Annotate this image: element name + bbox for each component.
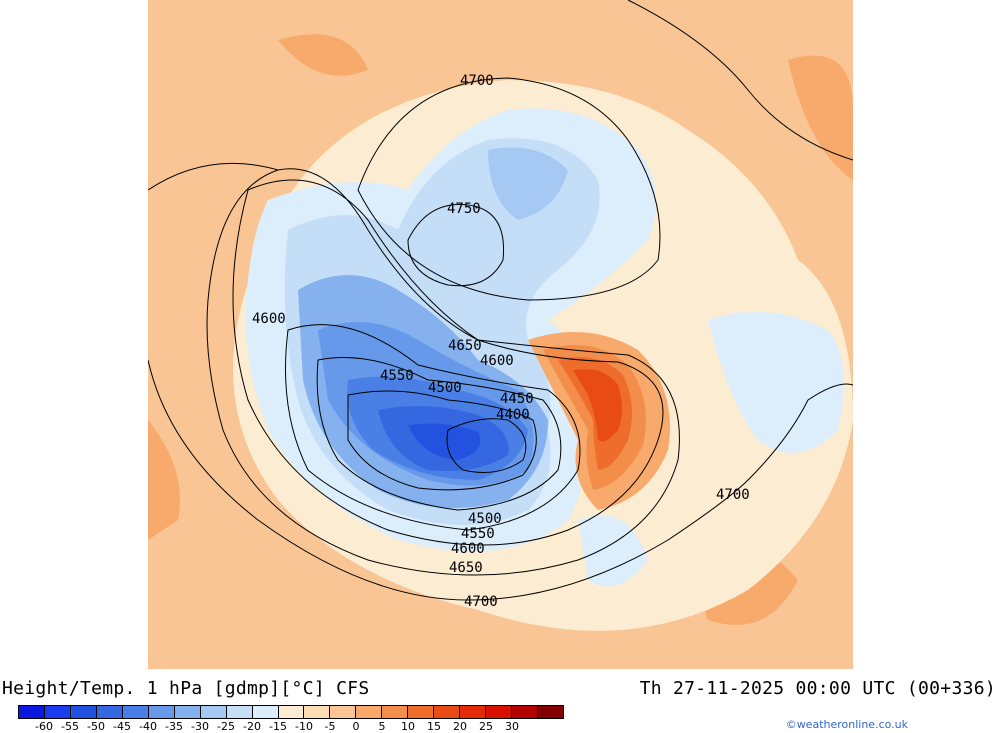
color-scale-tick-label: -40	[139, 720, 157, 733]
color-scale-tick-label: 10	[401, 720, 415, 733]
color-scale-tick-label: 20	[453, 720, 467, 733]
color-scale-tick-label: -25	[217, 720, 235, 733]
contour-label-group: 4700 4750 4600 4650 4600 4550 4500 4450 …	[252, 73, 750, 610]
color-scale-tick-label: 15	[427, 720, 441, 733]
contour-4500	[316, 357, 562, 511]
contour-label: 4750	[447, 201, 481, 217]
color-scale-bar	[18, 705, 564, 719]
contour-4700-outer	[148, 359, 853, 601]
color-swatch	[408, 706, 435, 718]
color-scale-tick-label: -30	[191, 720, 209, 733]
warm-patch	[148, 420, 180, 540]
color-swatch	[122, 706, 149, 718]
height-temperature-map: 4700 4750 4600 4650 4600 4550 4500 4450 …	[148, 0, 853, 669]
color-scale-tick-label: -35	[165, 720, 183, 733]
contour-label: 4500	[468, 511, 502, 527]
color-swatch	[538, 706, 564, 718]
color-scale-tick-label: -5	[324, 720, 336, 733]
contour-4450	[347, 390, 537, 491]
color-swatch	[382, 706, 409, 718]
color-swatch	[486, 706, 513, 718]
color-scale-ticks: -60 -55 -50 -45 -40 -35 -30 -25 -20 -15 -10 -5 0 5 10 1…	[18, 720, 564, 733]
warm-anomaly-core	[573, 369, 622, 442]
color-scale-tick-label: 5	[378, 720, 386, 733]
contour-label: 4600	[451, 541, 485, 557]
contour-label: 4700	[716, 487, 750, 503]
color-swatch	[226, 706, 253, 718]
contour-4600	[232, 179, 664, 546]
contour-label: 4650	[448, 338, 482, 354]
color-scale-tick-label: -55	[61, 720, 79, 733]
map-title: Height/Temp. 1 hPa [gdmp][°C] CFS	[2, 678, 370, 699]
color-scale-tick-label: -60	[35, 720, 53, 733]
color-swatch	[278, 706, 305, 718]
color-scale-tick-label: 0	[352, 720, 360, 733]
map-panel[interactable]: 4700 4750 4600 4650 4600 4550 4500 4450 …	[148, 0, 853, 669]
contour-label: 4400	[496, 407, 530, 423]
color-scale-tick-label: -45	[113, 720, 131, 733]
cold-zone-light	[578, 515, 648, 587]
contour-label: 4650	[449, 560, 483, 576]
cold-zone-core	[408, 423, 481, 460]
warm-patch	[788, 55, 853, 180]
contour-4700-north-outer	[148, 0, 853, 191]
color-swatch	[356, 706, 383, 718]
color-swatch	[148, 706, 175, 718]
color-swatch	[512, 706, 539, 718]
contour-label: 4600	[252, 311, 286, 327]
contour-label: 4450	[500, 391, 534, 407]
contour-4700-north	[357, 77, 661, 301]
contour-label: 4500	[428, 380, 462, 396]
credit-link[interactable]: ©weatheronline.co.uk	[785, 718, 908, 731]
color-swatch	[330, 706, 357, 718]
color-swatch	[252, 706, 279, 718]
contour-label: 4550	[380, 368, 414, 384]
color-swatch	[44, 706, 71, 718]
warm-patch	[278, 34, 368, 76]
contour-4400	[446, 418, 527, 473]
cold-zone-light	[708, 312, 844, 453]
color-scale-tick-label: 25	[479, 720, 493, 733]
color-swatch	[174, 706, 201, 718]
color-scale-tick-label: -15	[269, 720, 287, 733]
color-swatch	[70, 706, 97, 718]
cold-zone-medium	[488, 147, 568, 220]
contour-label: 4550	[461, 526, 495, 542]
color-scale-tick-label: -10	[295, 720, 313, 733]
contour-label: 4600	[480, 353, 514, 369]
contour-lines	[148, 0, 853, 601]
color-swatch	[304, 706, 331, 718]
color-scale-tick-label: -50	[87, 720, 105, 733]
color-swatch	[200, 706, 227, 718]
valid-time: Th 27-11-2025 00:00 UTC (00+336)	[639, 678, 996, 699]
color-swatch	[460, 706, 487, 718]
contour-4750	[407, 203, 505, 287]
color-scale-tick-label: -20	[243, 720, 261, 733]
color-swatch	[96, 706, 123, 718]
color-scale-tick-label: 30	[505, 720, 519, 733]
contour-label: 4700	[460, 73, 494, 89]
contour-4650	[206, 168, 680, 576]
color-swatch	[19, 706, 45, 718]
contour-label: 4700	[464, 594, 498, 610]
color-swatch	[434, 706, 461, 718]
contour-4550	[285, 324, 581, 531]
